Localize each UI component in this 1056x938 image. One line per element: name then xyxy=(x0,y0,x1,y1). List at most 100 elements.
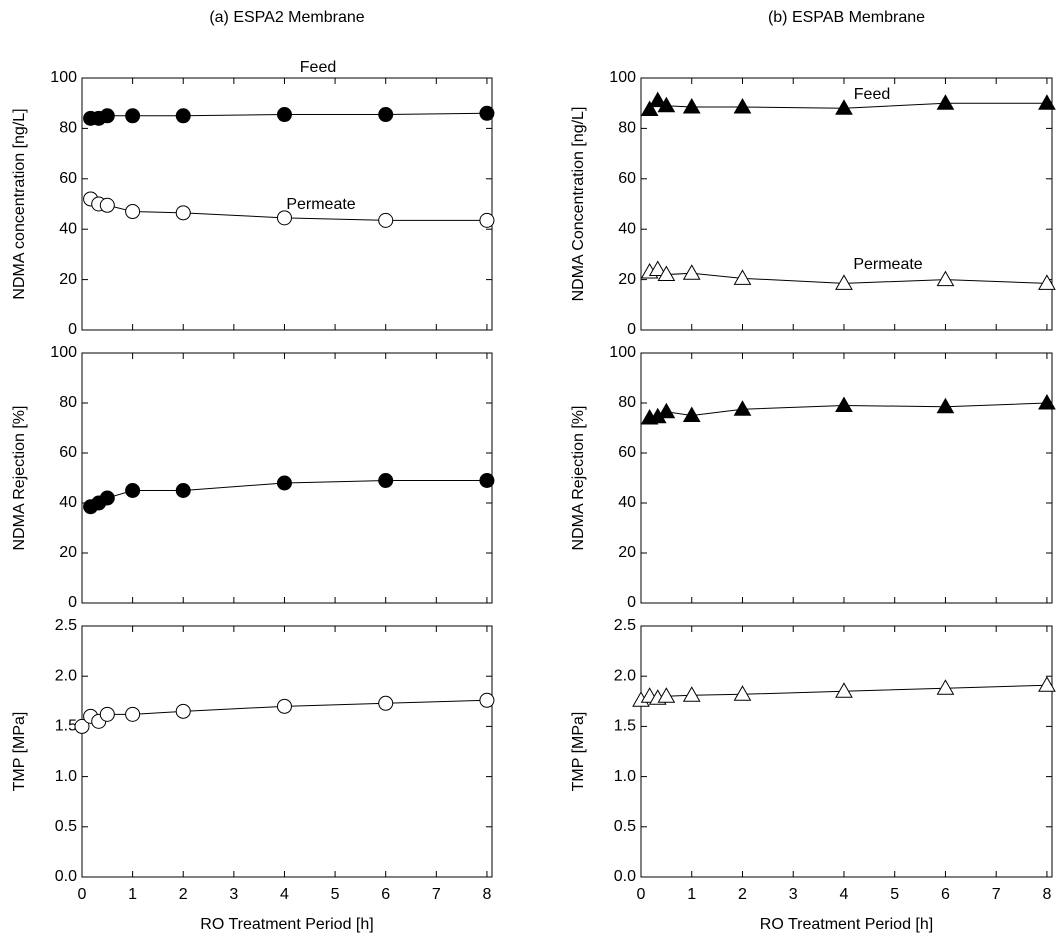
triangle-marker xyxy=(657,687,676,703)
triangle-marker xyxy=(657,402,676,419)
plot-frame xyxy=(640,77,1053,331)
circle-marker xyxy=(125,706,141,722)
circle-marker xyxy=(175,703,191,719)
y-tick-label: 60 xyxy=(618,444,636,461)
y-tick-label: 40 xyxy=(59,494,77,511)
y-tick-label: 40 xyxy=(59,220,77,237)
y-tick-label: 80 xyxy=(618,120,636,137)
triangle-marker xyxy=(733,400,752,416)
circle-marker xyxy=(276,107,292,123)
circle-marker xyxy=(276,475,292,491)
x-tick-label: 7 xyxy=(992,886,1001,903)
triangle-marker xyxy=(657,265,676,282)
x-tick-label: 4 xyxy=(840,886,849,903)
triangle-marker xyxy=(648,260,667,277)
triangle-marker xyxy=(1038,676,1056,692)
x-tick-label: 8 xyxy=(482,886,491,903)
triangle-marker xyxy=(682,686,701,702)
triangle-marker xyxy=(1038,274,1056,290)
x-tick-label: 4 xyxy=(280,886,289,903)
y-tick-label: 20 xyxy=(618,271,636,288)
y-tick-label: 0 xyxy=(68,321,77,338)
circle-marker xyxy=(99,108,115,124)
triangle-marker xyxy=(640,100,659,116)
circle-marker xyxy=(99,706,115,722)
series-label: Permeate xyxy=(286,196,355,213)
circle-marker xyxy=(276,210,292,226)
y-tick-label: 80 xyxy=(59,120,77,137)
y-tick-label: 1.5 xyxy=(55,718,77,735)
y-tick-label: 100 xyxy=(50,344,77,361)
x-tick-label: 8 xyxy=(1042,886,1051,903)
circle-marker xyxy=(175,108,191,124)
series-label: Feed xyxy=(300,59,336,76)
series-label: Feed xyxy=(854,86,890,103)
plot-frame xyxy=(81,625,493,878)
circle-marker xyxy=(378,107,394,123)
y-tick-label: 2.0 xyxy=(614,667,636,684)
y-tick-label: 60 xyxy=(618,170,636,187)
panel-title: (a) ESPA2 Membrane xyxy=(209,9,364,26)
triangle-marker xyxy=(682,264,701,280)
x-tick-label: 1 xyxy=(128,886,137,903)
plot-frame xyxy=(640,625,1053,878)
x-tick-label: 2 xyxy=(738,886,747,903)
y-tick-label: 2.0 xyxy=(55,667,77,684)
x-tick-label: 0 xyxy=(637,886,646,903)
y-tick-label: 0.0 xyxy=(614,868,636,885)
x-axis-label: RO Treatment Period [h] xyxy=(760,916,933,933)
circle-marker xyxy=(74,718,90,734)
triangle-marker xyxy=(1038,393,1056,410)
triangle-marker xyxy=(648,91,667,108)
triangle-marker xyxy=(936,94,955,110)
circle-marker xyxy=(479,212,495,228)
circle-marker xyxy=(125,108,141,124)
triangle-marker xyxy=(733,269,752,285)
circle-marker xyxy=(175,205,191,221)
y-tick-label: 100 xyxy=(609,69,636,86)
circle-marker xyxy=(378,212,394,228)
x-tick-label: 7 xyxy=(432,886,441,903)
x-tick-label: 5 xyxy=(331,886,340,903)
circle-marker xyxy=(125,204,141,220)
triangle-marker xyxy=(835,396,853,412)
y-tick-label: 1.5 xyxy=(614,718,636,735)
y-tick-label: 80 xyxy=(59,394,77,411)
x-tick-label: 1 xyxy=(687,886,696,903)
y-tick-label: 1.0 xyxy=(614,768,636,785)
y-axis-label: NDMA Concentration [ng/L] xyxy=(570,107,587,302)
x-tick-label: 2 xyxy=(179,886,188,903)
series-label: Permeate xyxy=(853,256,922,273)
triangle-marker xyxy=(733,97,752,114)
y-tick-label: 0.0 xyxy=(55,868,77,885)
circle-marker xyxy=(175,483,191,498)
triangle-marker xyxy=(733,685,752,701)
x-axis-label: RO Treatment Period [h] xyxy=(200,916,373,933)
y-tick-label: 0.5 xyxy=(55,818,77,835)
y-tick-label: 0 xyxy=(68,594,77,611)
y-axis-label: TMP [MPa] xyxy=(570,712,587,792)
triangle-marker xyxy=(682,406,701,422)
y-axis-label: NDMA Rejection [%] xyxy=(11,406,28,551)
y-tick-label: 60 xyxy=(59,170,77,187)
circle-marker xyxy=(99,490,115,506)
y-tick-label: 20 xyxy=(59,271,77,288)
y-tick-label: 2.5 xyxy=(614,617,636,634)
circle-marker xyxy=(378,695,394,711)
triangle-marker xyxy=(657,96,676,113)
triangle-marker xyxy=(835,682,853,698)
circle-marker xyxy=(276,698,292,714)
y-tick-label: 2.5 xyxy=(55,617,77,634)
circle-marker xyxy=(99,197,115,213)
triangle-marker xyxy=(936,397,955,414)
circle-marker xyxy=(125,483,141,498)
triangle-marker xyxy=(835,274,853,290)
y-tick-label: 20 xyxy=(618,544,636,561)
plot-frame xyxy=(640,352,1053,604)
y-tick-label: 80 xyxy=(618,394,636,411)
y-tick-label: 20 xyxy=(59,544,77,561)
x-tick-label: 6 xyxy=(941,886,950,903)
x-tick-label: 5 xyxy=(890,886,899,903)
circle-marker xyxy=(479,105,495,121)
